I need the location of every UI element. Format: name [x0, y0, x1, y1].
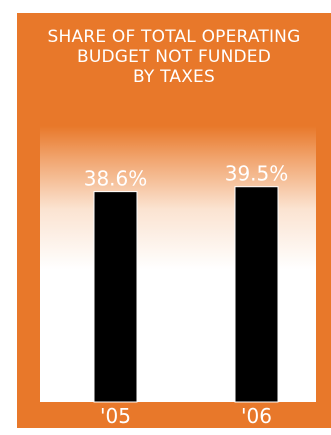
- chart-title-line-3: BY TAXES: [133, 67, 215, 87]
- plot-area: 38.6% 39.5%: [40, 126, 316, 403]
- bar-chart-svg: 38.6% 39.5%: [84, 162, 289, 403]
- bar-2006: [234, 186, 279, 403]
- chart-title: SHARE OF TOTAL OPERATING BUDGET NOT FUND…: [17, 27, 331, 87]
- value-label-2006: 39.5%: [225, 162, 289, 186]
- x-tick-label-2005: '05: [100, 404, 131, 428]
- chart-title-line-1: SHARE OF TOTAL OPERATING: [47, 27, 301, 47]
- chart-title-line-2: BUDGET NOT FUNDED: [76, 47, 272, 67]
- value-label-2005: 38.6%: [84, 167, 148, 191]
- chart-panel: SHARE OF TOTAL OPERATING BUDGET NOT FUND…: [17, 13, 331, 428]
- bar-2005: [93, 191, 138, 403]
- x-tick-label-2006: '06: [241, 404, 272, 428]
